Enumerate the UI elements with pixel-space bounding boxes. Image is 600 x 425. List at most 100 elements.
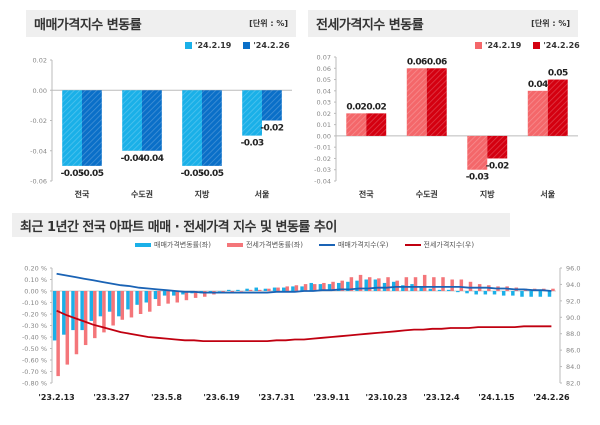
sale-category-label: 전국 bbox=[75, 189, 90, 199]
legend-item: '24.2.19 bbox=[185, 41, 231, 50]
trend-x-tick-label: '23.10.23 bbox=[366, 393, 408, 402]
sale-change-bar bbox=[282, 287, 286, 291]
jeonse-change-bar bbox=[102, 291, 106, 333]
sale-chart-title: 매매가격지수 변동률 bbox=[34, 18, 142, 33]
jeonse-bar-hatch bbox=[487, 135, 508, 159]
jeonse-category-label: 전국 bbox=[359, 189, 374, 199]
jeonse-bar-hatch bbox=[406, 68, 427, 136]
sale-change-bar bbox=[529, 291, 533, 297]
legend-item: 전세가격변동률(좌) bbox=[226, 240, 303, 250]
sale-data-label: -0.05 bbox=[80, 169, 103, 179]
sale-change-bar bbox=[309, 282, 313, 291]
sale-change-bar bbox=[547, 291, 552, 297]
jeonse-category-label: 지방 bbox=[480, 189, 495, 199]
sale-y-tick-label: 0.02 bbox=[33, 57, 47, 65]
jeonse-chart-legend: '24.2.19 '24.2.26 bbox=[475, 41, 580, 50]
sale-change-bar bbox=[245, 288, 249, 291]
jeonse-change-bar bbox=[93, 291, 97, 339]
jeonse-change-bar bbox=[450, 279, 454, 291]
trend-x-tick-label: '23.2.13 bbox=[38, 393, 74, 402]
sale-change-bar bbox=[263, 288, 268, 291]
jeonse-chart-header: 전세가격지수 변동률 [단위 : %] bbox=[308, 10, 578, 37]
jeonse-y-tick-label: 0.06 bbox=[317, 65, 331, 73]
sale-chart-header: 매매가격지수 변동률 [단위 : %] bbox=[26, 10, 296, 37]
jeonse-data-label: 0.02 bbox=[366, 102, 386, 112]
sale-change-bar bbox=[98, 291, 103, 317]
sale-change-bar bbox=[538, 291, 543, 297]
jeonse-bar-hatch bbox=[547, 79, 568, 136]
jeonse-change-bar bbox=[349, 277, 354, 291]
trend-x-tick-label: '24.1.15 bbox=[478, 393, 515, 402]
sale-change-bar bbox=[364, 279, 368, 291]
jeonse-change-bar bbox=[322, 282, 326, 291]
sale-change-bar bbox=[62, 291, 66, 335]
jeonse-change-bar bbox=[413, 277, 418, 291]
jeonse-change-bar bbox=[83, 291, 88, 346]
sale-category-label: 수도권 bbox=[131, 189, 153, 199]
jeonse-y-tick-label: -0.03 bbox=[314, 166, 331, 174]
legend-label: '24.2.19 bbox=[195, 41, 232, 50]
jeonse-change-bar bbox=[65, 291, 70, 365]
legend-line-icon bbox=[318, 244, 335, 246]
sale-change-bar bbox=[456, 291, 460, 293]
trend-left-tick-label: -0.30 % bbox=[22, 322, 47, 330]
jeonse-change-bar bbox=[56, 291, 60, 377]
legend-swatch-icon bbox=[185, 42, 192, 49]
sale-change-bar bbox=[373, 279, 378, 291]
jeonse-data-label: 0.06 bbox=[427, 57, 447, 67]
sale-change-bar bbox=[181, 291, 185, 295]
sale-change-bar bbox=[327, 284, 332, 291]
jeonse-data-label: -0.02 bbox=[486, 161, 509, 171]
trend-left-tick-label: 0.20 % bbox=[24, 265, 47, 273]
sale-category-label: 서울 bbox=[255, 189, 270, 199]
legend-line-icon bbox=[404, 244, 421, 246]
sale-y-tick-label: -0.02 bbox=[30, 117, 47, 125]
sale-category-label: 지방 bbox=[195, 189, 210, 199]
legend-item: '24.2.19 bbox=[475, 41, 521, 50]
jeonse-change-bar bbox=[358, 274, 363, 291]
jeonse-bar-hatch bbox=[366, 113, 387, 136]
sale-change-bar bbox=[511, 291, 515, 296]
jeonse-y-tick-label: -0.04 bbox=[314, 178, 331, 186]
sale-change-bar bbox=[236, 289, 240, 291]
sale-change-bar bbox=[135, 291, 139, 305]
legend-item: 전세가격지수(우) bbox=[404, 240, 475, 250]
jeonse-change-bar bbox=[395, 280, 399, 291]
sale-bar-hatch bbox=[242, 90, 262, 136]
sale-chart-unit: [단위 : %] bbox=[249, 19, 288, 28]
trend-left-tick-label: 0.00 % bbox=[24, 288, 47, 296]
sale-change-bar bbox=[336, 282, 341, 291]
sale-change-bar bbox=[318, 284, 323, 291]
jeonse-change-bar bbox=[166, 291, 170, 304]
jeonse-chart-title: 전세가격지수 변동률 bbox=[316, 18, 424, 33]
legend-swatch-icon bbox=[243, 42, 251, 49]
sale-change-bar bbox=[217, 291, 222, 292]
jeonse-change-bar bbox=[285, 286, 289, 291]
legend-label: 전세가격변동률(좌) bbox=[245, 241, 303, 249]
sale-bar-hatch bbox=[122, 90, 142, 151]
jeonse-chart-unit: [단위 : %] bbox=[531, 19, 570, 28]
trend-x-tick-label: '24.2.26 bbox=[533, 393, 570, 402]
jeonse-change-bar bbox=[303, 284, 308, 291]
trend-right-tick-label: 88.0 bbox=[566, 330, 580, 338]
trend-right-tick-label: 84.0 bbox=[566, 363, 580, 371]
trend-x-tick-label: '23.7.31 bbox=[258, 393, 295, 402]
sale-change-bar bbox=[346, 281, 350, 291]
sale-data-label: -0.05 bbox=[61, 169, 84, 179]
jeonse-y-tick-label: 0.01 bbox=[317, 121, 331, 129]
sale-change-bar bbox=[208, 291, 213, 293]
sale-change-bar bbox=[107, 291, 112, 312]
jeonse-change-bar bbox=[331, 281, 335, 291]
jeonse-change-bar bbox=[404, 277, 409, 291]
legend-swatch-icon bbox=[226, 243, 243, 247]
sale-index-line bbox=[56, 272, 552, 294]
sale-change-bar bbox=[80, 291, 84, 331]
jeonse-change-bar bbox=[157, 291, 161, 306]
legend-swatch-icon bbox=[135, 243, 151, 247]
legend-label: 전세가격지수(우) bbox=[423, 241, 475, 249]
trend-left-tick-label: 0.10 % bbox=[24, 276, 47, 284]
jeonse-change-bar bbox=[551, 288, 555, 291]
legend-swatch-icon bbox=[475, 42, 482, 49]
jeonse-change-bar bbox=[267, 288, 271, 291]
jeonse-change-bar bbox=[129, 291, 134, 318]
